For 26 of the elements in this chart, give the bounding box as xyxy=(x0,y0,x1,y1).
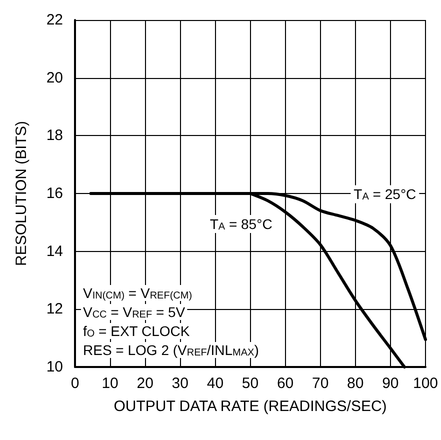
x-tick-label: 90 xyxy=(382,375,399,392)
x-tick-label: 0 xyxy=(70,375,80,392)
x-tick-label: 40 xyxy=(206,375,224,392)
annotation: VCC = VREF = 5V xyxy=(83,304,186,320)
y-tick-label: 12 xyxy=(46,300,63,318)
y-tick-label: 10 xyxy=(46,358,63,376)
x-tick-label: 100 xyxy=(412,375,438,392)
series-label: TA = 25°C xyxy=(354,186,416,203)
x-tick-label: 60 xyxy=(276,375,294,392)
annotation: fO = EXT CLOCK xyxy=(83,323,190,340)
x-tick-label: 30 xyxy=(172,375,188,392)
y-tick-label: 22 xyxy=(46,12,63,28)
series-label: TA = 85°C xyxy=(210,216,272,233)
y-tick-label: 14 xyxy=(46,242,63,260)
y-axis-title: RESOLUTION (BITS) xyxy=(13,120,30,266)
y-tick-label: 18 xyxy=(46,127,63,144)
x-tick-label: 80 xyxy=(347,375,364,392)
annotation: RES = LOG 2 (VREF/INLMAX) xyxy=(83,342,259,358)
y-tick-label: 20 xyxy=(46,69,63,86)
x-tick-label: 20 xyxy=(136,375,154,392)
x-tick-label: 10 xyxy=(102,375,118,392)
annotation: VIN(CM) = VREF(CM) xyxy=(83,285,192,302)
y-tick-label: 16 xyxy=(46,185,63,202)
x-tick-label: 50 xyxy=(242,375,259,392)
x-axis-title: OUTPUT DATA RATE (READINGS/SEC) xyxy=(114,398,387,415)
x-tick-label: 70 xyxy=(312,375,329,392)
